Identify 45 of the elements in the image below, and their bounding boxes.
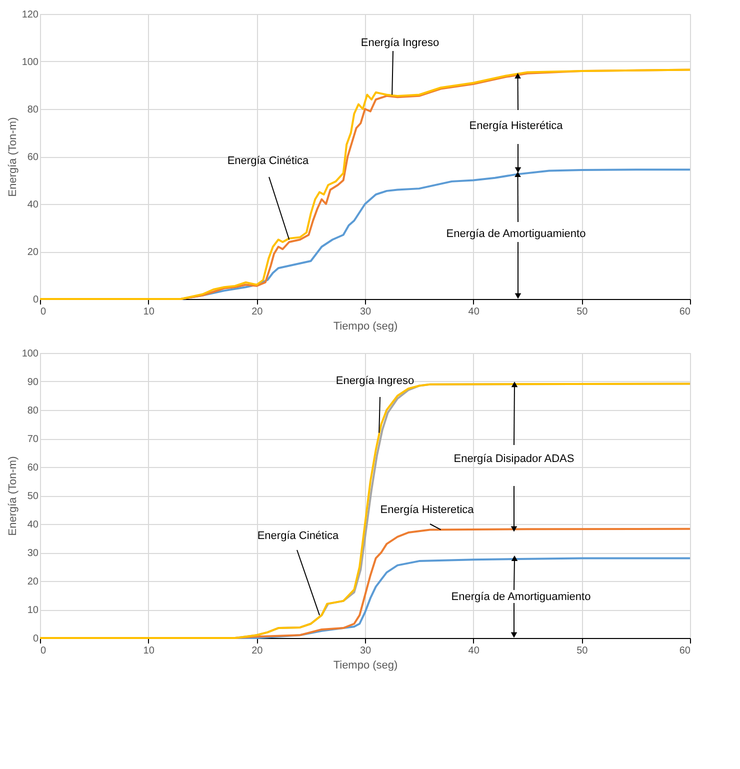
x-tick-label: 0 [40, 306, 46, 318]
y-axis-title: Energía (Ton-m) [6, 117, 19, 197]
x-tick-label: 60 [679, 306, 691, 318]
annotation: Energía Ingreso [336, 375, 414, 387]
x-tick-label: 20 [252, 306, 264, 318]
x-tick-label: 10 [143, 306, 155, 318]
y-tick-label: 20 [27, 247, 39, 258]
y-tick-label: 20 [27, 576, 39, 588]
x-tick-label: 40 [468, 306, 480, 318]
y-tick-label: 0 [32, 294, 39, 306]
y-tick-label: 100 [22, 57, 39, 68]
x-tick-label: 10 [143, 646, 155, 656]
annotation: Energía Cinética [227, 155, 310, 167]
y-tick-label: 40 [27, 200, 39, 210]
x-axis-title: Tiempo (seg) [333, 320, 398, 332]
y-tick-label: 40 [27, 520, 39, 530]
y-tick-label: 80 [27, 406, 39, 416]
y-tick-label: 120 [22, 10, 39, 20]
annotation: Energía Histerética [469, 120, 564, 132]
x-axis-title: Tiempo (seg) [333, 660, 398, 672]
annotation: Energía de Amortiguamiento [451, 591, 591, 603]
x-tick-label: 20 [252, 646, 264, 656]
x-tick-label: 0 [40, 646, 46, 656]
y-tick-label: 50 [27, 491, 39, 502]
y-axis-title: Energía (Ton-m) [6, 456, 19, 536]
x-tick-label: 30 [360, 646, 372, 656]
x-tick-label: 50 [576, 306, 588, 318]
y-tick-label: 70 [27, 434, 39, 445]
annotation: Energía de Amortiguamiento [446, 228, 586, 240]
y-tick-label: 100 [22, 348, 39, 360]
annotation: Energía Cinética [257, 530, 340, 542]
y-tick-label: 60 [27, 462, 39, 474]
y-tick-label: 30 [27, 548, 39, 559]
y-tick-label: 60 [27, 152, 39, 163]
x-tick-label: 60 [679, 646, 691, 656]
y-tick-label: 0 [32, 634, 39, 644]
annotation: Energía Ingreso [360, 37, 440, 49]
x-tick-label: 40 [468, 646, 480, 656]
y-tick-label: 90 [27, 377, 39, 388]
x-tick-label: 30 [360, 306, 372, 318]
annotation: Energía Disipador ADAS [454, 453, 574, 465]
annotation: Energía Histeretica [380, 504, 475, 516]
x-tick-label: 50 [576, 646, 588, 656]
y-tick-label: 80 [27, 104, 39, 116]
y-tick-label: 10 [27, 605, 39, 616]
